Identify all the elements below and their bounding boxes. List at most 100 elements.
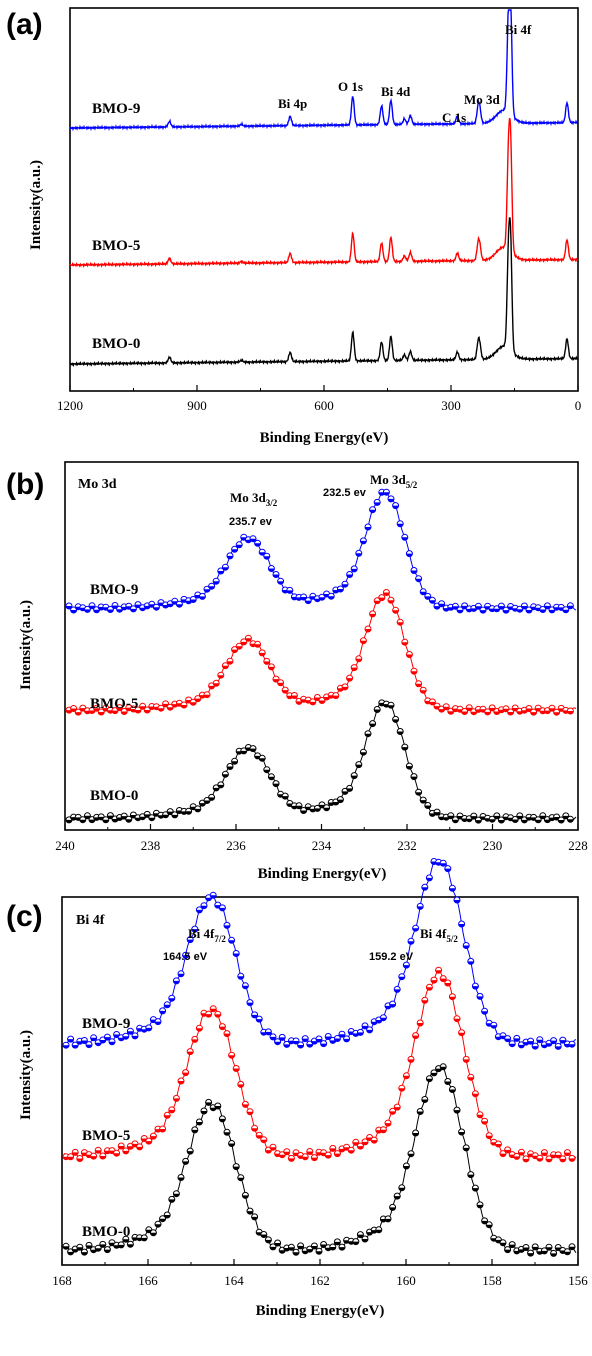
panel-c-marker-bmo-5-100	[522, 1155, 530, 1163]
panel-c-marker-bmo-5-105	[545, 1155, 553, 1163]
panel-b-marker-bmo-0-59	[336, 796, 344, 804]
panel-c-marker-bmo-0-55	[315, 1247, 323, 1255]
panel-b-marker-bmo-9-44	[267, 565, 275, 572]
panel-b-marker-bmo-9-85	[456, 606, 464, 614]
panel-b-series-bmo-5	[65, 589, 577, 716]
panel-b-marker-bmo-0-75	[410, 773, 418, 781]
panel-b-marker-bmo-0-93	[493, 812, 501, 820]
panel-c-marker-bmo-5-94	[494, 1140, 502, 1148]
panel-b-marker-bmo-9-104	[543, 602, 551, 610]
panel-b-marker-bmo-9-89	[474, 602, 482, 610]
panel-b-marker-bmo-5-58	[332, 692, 340, 700]
panel-c-marker-bmo-9-35	[223, 921, 231, 929]
panel-c-marker-bmo-9-102	[531, 1042, 539, 1050]
panel-c-marker-bmo-5-110	[568, 1154, 576, 1162]
panel-c-marker-bmo-5-28	[191, 1035, 199, 1043]
panel-c-x-tick-label-3: 162	[310, 1273, 330, 1288]
panel-c-marker-bmo-5-103	[536, 1154, 544, 1162]
panel-c-marker-bmo-0-12	[117, 1241, 125, 1249]
panel-c-marker-bmo-0-31	[205, 1098, 213, 1106]
panel-c-marker-bmo-5-80	[430, 976, 438, 984]
panel-b-marker-bmo-9-46	[277, 577, 285, 585]
panel-c-marker-bmo-0-21	[159, 1215, 167, 1223]
panel-b-marker-bmo-5-55	[318, 697, 326, 704]
panel-b-marker-bmo-0-56	[323, 804, 331, 812]
panel-b-marker-bmo-0-88	[470, 812, 478, 820]
panel-c-marker-bmo-5-70	[384, 1119, 392, 1127]
panel-c-marker-bmo-0-97	[508, 1241, 516, 1249]
panel-b-marker-bmo-5-87	[465, 704, 473, 712]
panel-c-marker-bmo-5-8	[99, 1152, 107, 1160]
panel-b-marker-bmo-9-34	[221, 563, 229, 571]
panel-c-marker-bmo-5-31	[205, 1010, 213, 1018]
panel-b-marker-bmo-0-61	[346, 784, 354, 792]
panel-c-marker-bmo-5-24	[172, 1094, 180, 1102]
panel-b-marker-bmo-9-74	[405, 550, 413, 558]
panel-c-marker-bmo-9-29	[195, 906, 203, 914]
panel-c-marker-bmo-9-2	[71, 1041, 79, 1049]
panel-c-marker-bmo-9-22	[163, 1001, 171, 1009]
panel-b-marker-bmo-9-61	[346, 571, 354, 578]
panel-b-x-tick-label-2: 236	[226, 838, 246, 853]
panel-c-marker-bmo-5-64	[356, 1142, 364, 1150]
panel-b-marker-bmo-9-31	[208, 582, 216, 590]
panel-c-marker-bmo-9-86	[458, 920, 466, 928]
panel-c-marker-bmo-9-73	[398, 973, 406, 981]
panel-a-x-tick-label-4: 0	[575, 398, 582, 413]
panel-b-marker-bmo-5-53	[309, 698, 317, 706]
panel-b-x-tick-label-3: 234	[312, 838, 332, 853]
panel-b-marker-bmo-9-42	[258, 548, 266, 556]
panel-b-marker-bmo-0-67	[373, 706, 381, 713]
panel-c-marker-bmo-0-83	[444, 1078, 452, 1085]
panel-c-marker-bmo-0-26	[182, 1157, 190, 1165]
panel-b-x-ticks: 240 238 236 234 232 230 228	[55, 824, 588, 853]
panel-c-marker-bmo-9-46	[274, 1038, 282, 1046]
panel-c-line-bmo-0	[63, 1064, 577, 1254]
panel-c-marker-bmo-0-78	[421, 1096, 429, 1103]
panel-c-marker-bmo-0-104	[540, 1247, 548, 1255]
panel-c-marker-bmo-9-10	[108, 1038, 116, 1046]
panel-b-marker-bmo-9-90	[479, 606, 487, 614]
panel-b-marker-bmo-0-98	[516, 812, 524, 820]
panel-b-marker-bmo-5-68	[378, 594, 386, 602]
panel-c-marker-bmo-0-80	[430, 1069, 438, 1077]
panel-a-x-tick-label-2: 600	[314, 398, 334, 413]
panel-c-marker-bmo-9-14	[126, 1027, 134, 1035]
panel-b-x-tick-label-4: 232	[397, 838, 417, 853]
panel-b-marker-bmo-5-42	[258, 649, 266, 657]
panel-c-marker-bmo-9-42	[255, 1015, 263, 1023]
panel-b-marker-bmo-0-63	[355, 761, 363, 769]
panel-c-marker-bmo-5-104	[540, 1149, 548, 1157]
panel-c-marker-bmo-5-12	[117, 1142, 125, 1150]
panel-c-marker-bmo-9-52	[301, 1035, 309, 1043]
panel-c-marker-bmo-0-88	[467, 1171, 475, 1179]
panel-c-marker-bmo-5-83	[444, 979, 452, 987]
panel-b-marker-bmo-9-41	[254, 539, 262, 547]
panel-c-marker-bmo-9-106	[550, 1037, 558, 1045]
panel-b-marker-bmo-5-54	[313, 694, 321, 701]
panel-c-marker-bmo-0-59	[333, 1238, 341, 1246]
panel-c-marker-bmo-9-66	[366, 1026, 374, 1034]
panel-c-marker-bmo-5-38	[237, 1080, 245, 1088]
panel-c-marker-bmo-5-37	[232, 1065, 240, 1072]
panel-b-marker-bmo-5-11	[116, 704, 124, 712]
panel-c-marker-bmo-0-5	[85, 1241, 93, 1249]
panel-c-marker-bmo-5-45	[269, 1143, 277, 1151]
panel-c-marker-bmo-5-82	[439, 975, 447, 983]
panel-b-marker-bmo-9-32	[212, 577, 220, 585]
panel-b-marker-bmo-9-14	[129, 605, 137, 613]
panel-c-marker-bmo-0-20	[154, 1220, 162, 1228]
panel-a-x-tick-label-0: 1200	[57, 398, 83, 413]
panel-b-marker-bmo-9-64	[359, 537, 367, 545]
panel-b-marker-bmo-5-76	[415, 680, 423, 688]
panel-b-marker-bmo-9-103	[539, 606, 547, 613]
panel-c-marker-bmo-9-5	[85, 1041, 93, 1049]
panel-b-marker-bmo-0-17	[143, 810, 151, 818]
panel-b-marker-bmo-5-73	[401, 638, 409, 646]
panel-c-marker-bmo-5-57	[324, 1151, 332, 1159]
panel-b-marker-bmo-5-39	[244, 634, 252, 642]
panel-c-marker-bmo-9-20	[154, 1018, 162, 1026]
panel-c-x-axis-title: Binding Energy(eV)	[256, 1303, 385, 1319]
panel-c-marker-bmo-5-43	[260, 1136, 268, 1144]
panel-c-marker-bmo-9-77	[416, 902, 424, 910]
